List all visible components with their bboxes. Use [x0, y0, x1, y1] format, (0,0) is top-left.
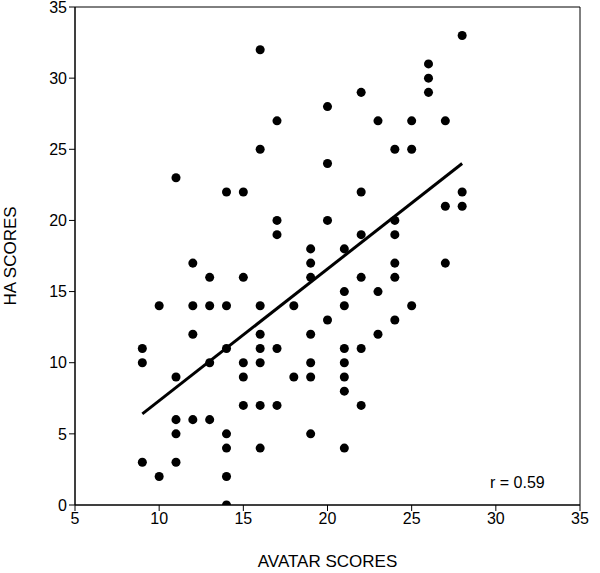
- html-text:r = 0.59: r = 0.59: [490, 474, 545, 491]
- svg-text:20: 20: [49, 212, 67, 229]
- svg-text:20: 20: [319, 510, 337, 527]
- svg-text:15: 15: [234, 510, 252, 527]
- svg-text:5: 5: [71, 510, 80, 527]
- svg-text:0: 0: [58, 497, 67, 514]
- svg-text:15: 15: [49, 283, 67, 300]
- svg-text:35: 35: [571, 510, 589, 527]
- svg-text:5: 5: [58, 426, 67, 443]
- svg-text:HA SCORES: HA SCORES: [8, 206, 20, 305]
- svg-text:AVATAR SCORES: AVATAR SCORES: [258, 552, 398, 571]
- svg-text:30: 30: [487, 510, 505, 527]
- svg-text:25: 25: [403, 510, 421, 527]
- svg-text:30: 30: [49, 70, 67, 87]
- svg-text:10: 10: [150, 510, 168, 527]
- svg-text:35: 35: [49, 0, 67, 16]
- svg-text:10: 10: [49, 354, 67, 371]
- svg-text:25: 25: [49, 141, 67, 158]
